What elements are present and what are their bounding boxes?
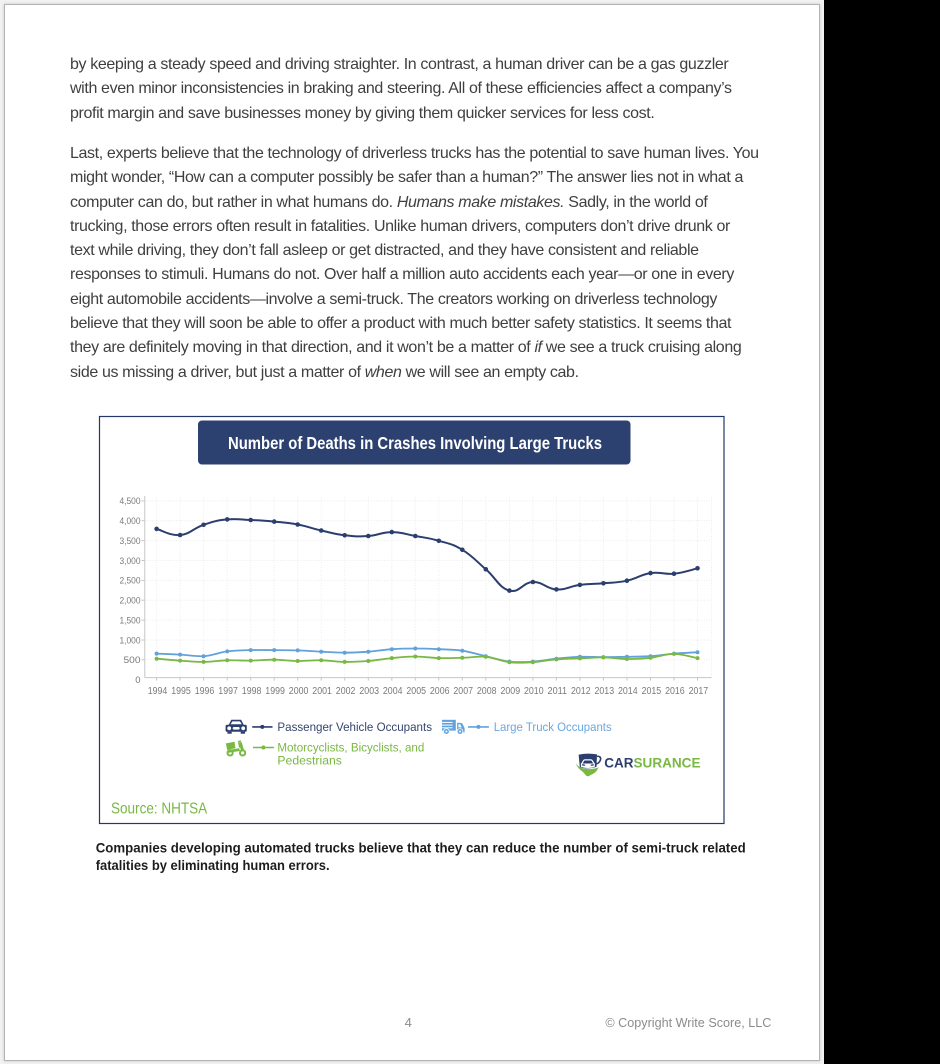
svg-text:2004: 2004 [383,686,403,697]
svg-text:Passenger Vehicle Occupants: Passenger Vehicle Occupants [277,720,432,734]
svg-text:1995: 1995 [171,686,191,697]
svg-text:2002: 2002 [336,686,356,697]
svg-text:Pedestrians: Pedestrians [277,753,342,767]
svg-text:1999: 1999 [265,686,285,697]
svg-text:2017: 2017 [689,686,709,697]
svg-text:2016: 2016 [665,686,685,697]
svg-text:2003: 2003 [359,686,379,697]
svg-text:3,500: 3,500 [120,536,141,547]
svg-text:2,500: 2,500 [120,576,141,587]
svg-text:4,000: 4,000 [120,516,141,527]
svg-text:2014: 2014 [618,686,638,697]
svg-text:1998: 1998 [242,686,262,697]
svg-text:2005: 2005 [406,686,426,697]
svg-text:1994: 1994 [148,686,168,697]
svg-text:2015: 2015 [642,686,662,697]
svg-text:Large Truck Occupants: Large Truck Occupants [494,720,612,734]
svg-text:CAR: CAR [604,756,633,772]
svg-text:3,000: 3,000 [120,556,141,567]
svg-text:fatalities by eliminating huma: fatalities by eliminating human errors. [96,857,330,873]
svg-text:0: 0 [135,675,140,686]
svg-text:2013: 2013 [595,686,615,697]
svg-text:2007: 2007 [453,686,473,697]
svg-text:1996: 1996 [195,686,215,697]
svg-text:2008: 2008 [477,686,497,697]
svg-text:2012: 2012 [571,686,591,697]
svg-text:4: 4 [405,1015,412,1030]
svg-text:1997: 1997 [218,686,238,697]
svg-text:2006: 2006 [430,686,450,697]
svg-text:2000: 2000 [289,686,309,697]
svg-text:Source: NHTSA: Source: NHTSA [111,801,208,818]
svg-text:2011: 2011 [548,686,568,697]
svg-text:4,500: 4,500 [120,496,141,507]
svg-text:2,000: 2,000 [120,596,141,607]
svg-text:Number of Deaths in Crashes In: Number of Deaths in Crashes Involving La… [228,433,602,453]
svg-text:500: 500 [124,655,141,666]
svg-text:2010: 2010 [524,686,544,697]
svg-text:1,500: 1,500 [120,616,141,627]
svg-text:© Copyright Write Score, LLC: © Copyright Write Score, LLC [605,1015,771,1030]
svg-text:1,000: 1,000 [120,635,141,646]
svg-text:SURANCE: SURANCE [634,756,701,772]
svg-text:2009: 2009 [501,686,521,697]
svg-text:Motorcyclists, Bicyclists, and: Motorcyclists, Bicyclists, and [277,741,424,755]
svg-text:Companies developing automated: Companies developing automated trucks be… [96,840,746,856]
svg-text:2001: 2001 [312,686,332,697]
